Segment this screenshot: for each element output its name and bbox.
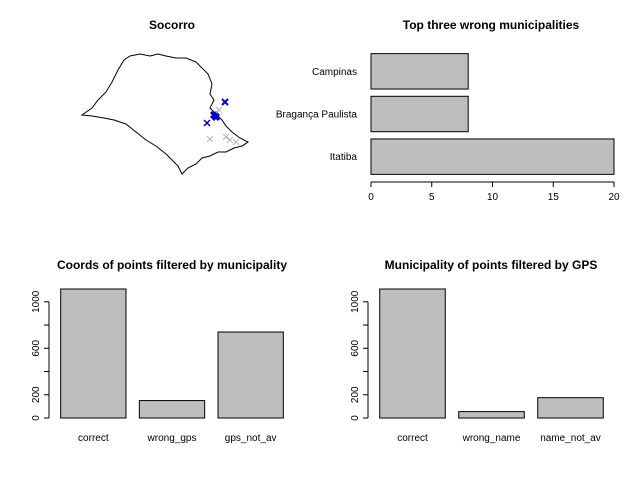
category-label: Itatiba [330, 152, 358, 163]
map-marker [215, 106, 223, 114]
map-panel: Socorro [80, 18, 249, 175]
map-marker [221, 98, 229, 106]
category-label: wrong_name [462, 433, 521, 444]
category-label: wrong_gps [147, 433, 197, 444]
y-tick-label: 600 [350, 339, 361, 356]
map-marker [232, 138, 240, 146]
map-markers [203, 98, 240, 146]
bar [60, 288, 127, 419]
state-outline [80, 53, 249, 175]
bar [370, 95, 469, 133]
map-marker [211, 112, 221, 122]
x-tick-label: 10 [487, 192, 499, 203]
bar [370, 138, 615, 175]
y-tick-label: 600 [31, 339, 42, 356]
y-tick-label: 1000 [31, 290, 42, 313]
map-title: Socorro [149, 18, 195, 32]
bar [537, 397, 604, 419]
panel2-title: Top three wrong municipalities [403, 18, 580, 32]
coords-filtered-panel: Coords of points filtered by municipalit… [31, 258, 287, 444]
category-label: correct [397, 433, 428, 444]
map-marker [206, 135, 214, 143]
map-marker [226, 136, 234, 144]
x-tick-label: 5 [429, 192, 435, 203]
panel4-title: Municipality of points filtered by GPS [385, 258, 598, 272]
x-tick-label: 15 [548, 192, 560, 203]
category-label: gps_not_av [225, 433, 277, 444]
panel3-title: Coords of points filtered by municipalit… [57, 258, 287, 272]
x-tick-label: 0 [368, 192, 374, 203]
bar [458, 411, 525, 419]
x-tick-label: 20 [608, 192, 620, 203]
y-tick-label: 200 [31, 386, 42, 403]
y-tick-label: 200 [350, 386, 361, 403]
map-marker [203, 119, 211, 127]
y-tick-label: 1000 [350, 290, 361, 313]
category-label: correct [78, 433, 109, 444]
bar [370, 53, 469, 90]
y-tick-label: 0 [31, 415, 42, 421]
y-tick-label: 0 [350, 415, 361, 421]
municipality-filtered-panel: Municipality of points filtered by GPS c… [350, 258, 604, 444]
category-label: name_not_av [540, 433, 601, 444]
category-label: Bragança Paulista [276, 110, 358, 121]
map-marker [222, 133, 230, 141]
category-label: Campinas [312, 67, 357, 78]
bar [138, 400, 206, 419]
bar [217, 331, 284, 419]
bar [379, 288, 446, 419]
wrong-municipalities-panel: Top three wrong municipalities Itatiba Br… [276, 18, 620, 203]
